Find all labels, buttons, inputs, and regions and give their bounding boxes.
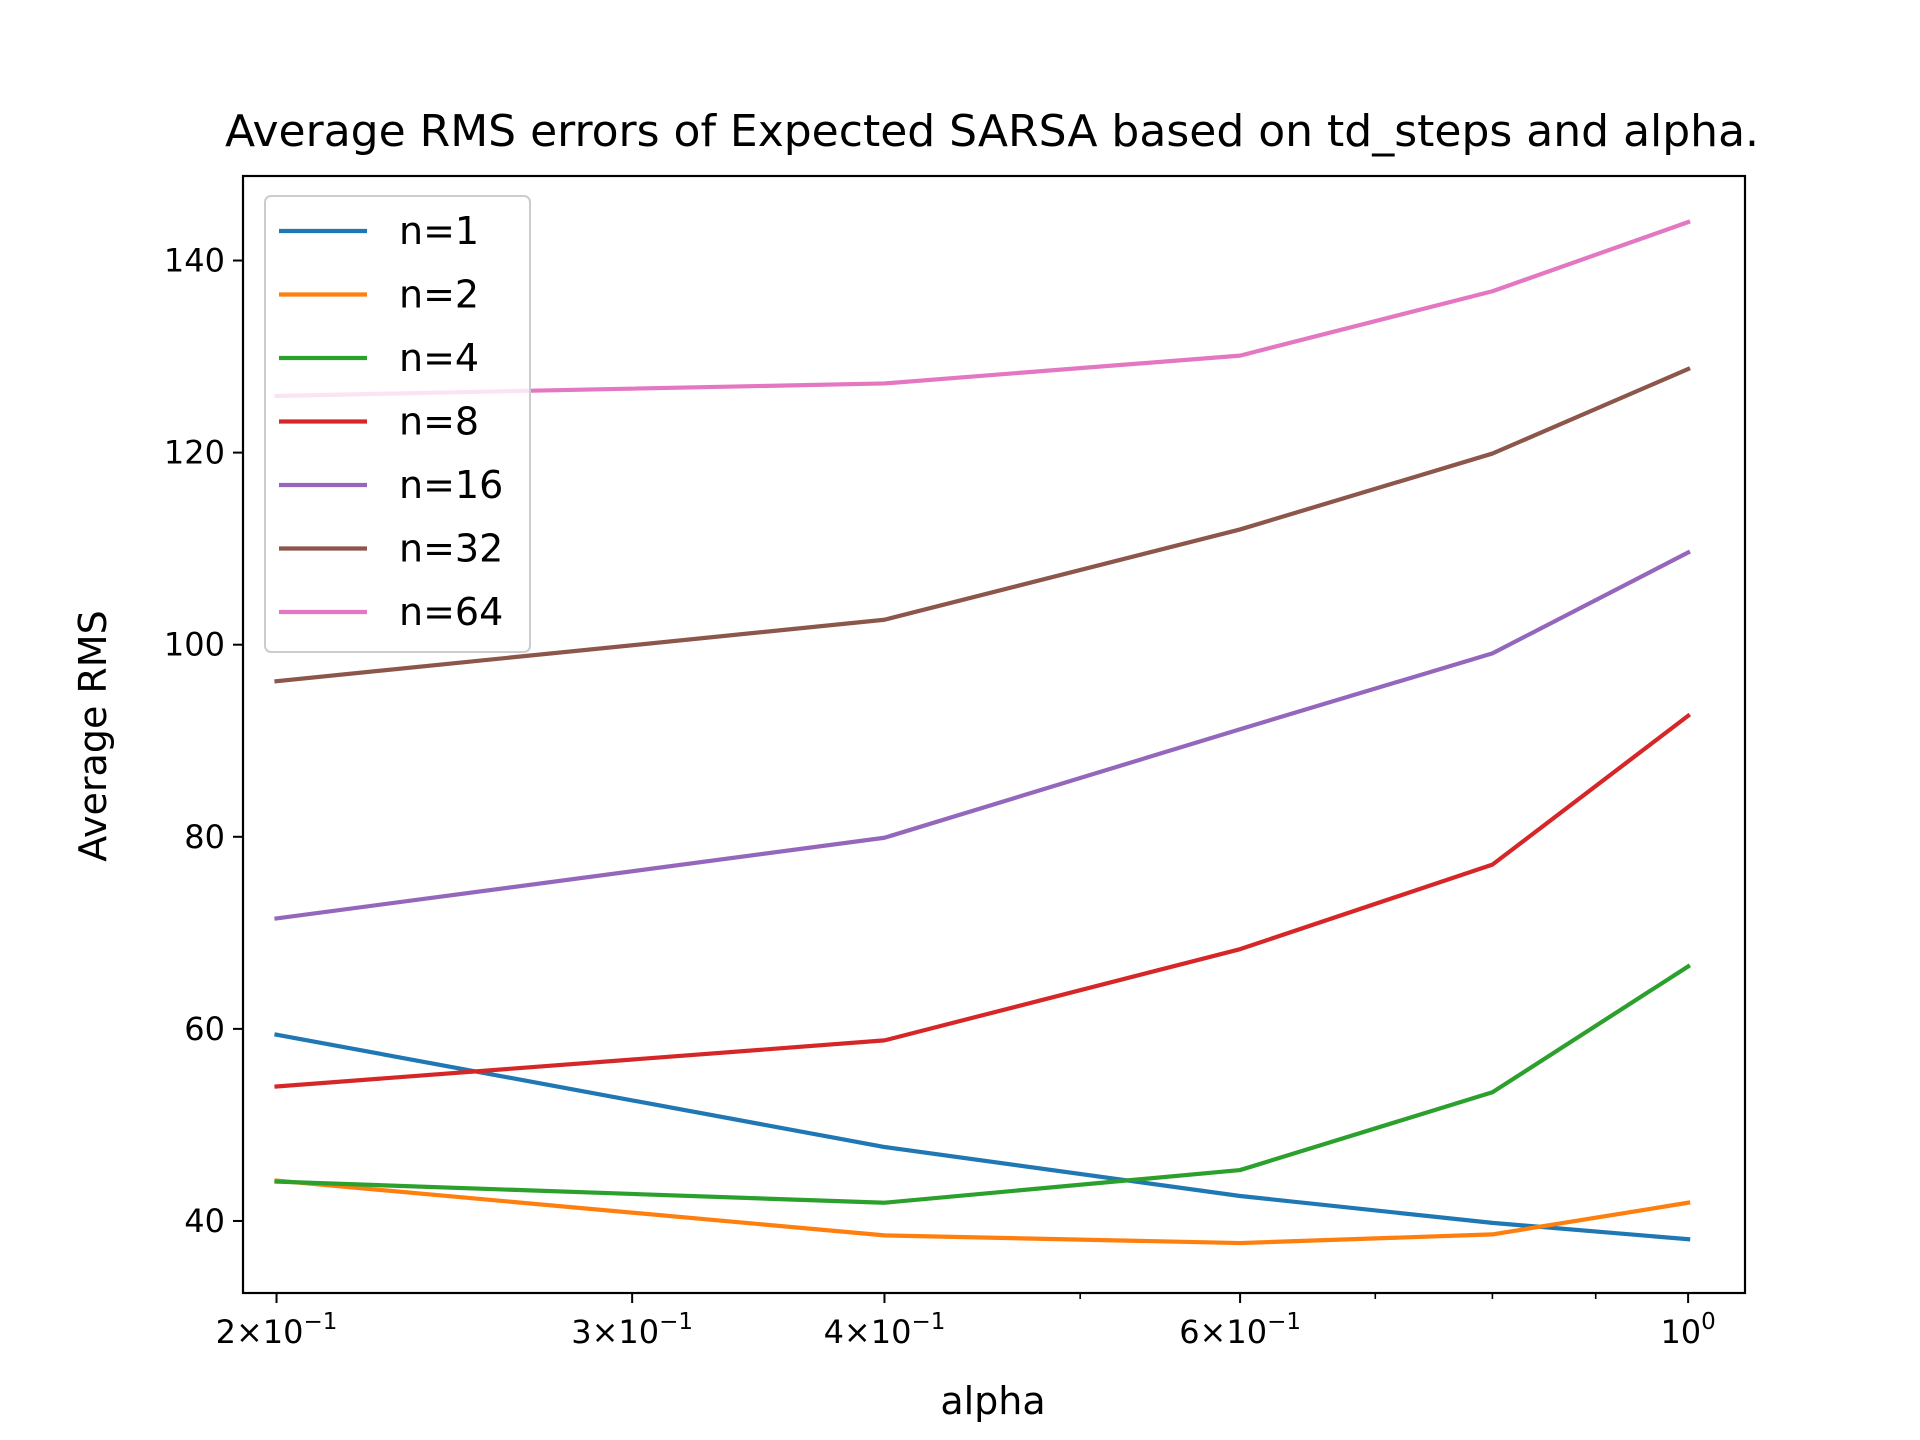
x-tick-label: 3×10−1 (571, 1309, 693, 1351)
series-line-n-16 (274, 549, 1691, 921)
legend-label: n=2 (399, 273, 479, 317)
y-tick-label: 120 (164, 434, 225, 472)
series-line-n-2 (274, 1178, 1691, 1246)
y-tick-label: 80 (184, 818, 225, 856)
legend-label: n=16 (399, 463, 503, 507)
x-axis-label: alpha (940, 1379, 1045, 1423)
plot-frame (241, 174, 1747, 1295)
x-tick-label: 6×10−1 (1179, 1309, 1301, 1351)
legend-label: n=32 (399, 527, 503, 571)
x-tick-label: 2×10−1 (216, 1309, 338, 1351)
y-tick-label: 100 (164, 626, 225, 664)
legend-label: n=64 (399, 590, 503, 634)
series-line-n-8 (274, 712, 1692, 1089)
series-line-n-64 (274, 219, 1691, 399)
y-tick-label: 60 (184, 1010, 225, 1048)
legend-label: n=4 (399, 336, 479, 380)
chart-title: Average RMS errors of Expected SARSA bas… (225, 106, 1759, 157)
plot-area: 40 60 80 100 120 140 2×10−1 3×10−1 4×10−1 6×10−1 1… (164, 174, 1747, 1351)
x-tick-label: 100 (1660, 1309, 1715, 1351)
series-line-n-32 (274, 366, 1691, 684)
y-tick-label: 40 (184, 1202, 225, 1240)
legend-box (264, 195, 531, 653)
series-line-n-1 (274, 1032, 1691, 1242)
series-line-n-4 (274, 963, 1692, 1205)
y-axis-label: Average RMS (71, 610, 115, 861)
y-tick-label: 140 (164, 242, 225, 280)
legend: n=1 n=2 n=4 n=8 n=16 n=32 n=64 (264, 195, 531, 653)
x-tick-label: 4×10−1 (824, 1309, 946, 1351)
legend-label: n=8 (399, 400, 479, 444)
legend-label: n=1 (399, 209, 479, 253)
